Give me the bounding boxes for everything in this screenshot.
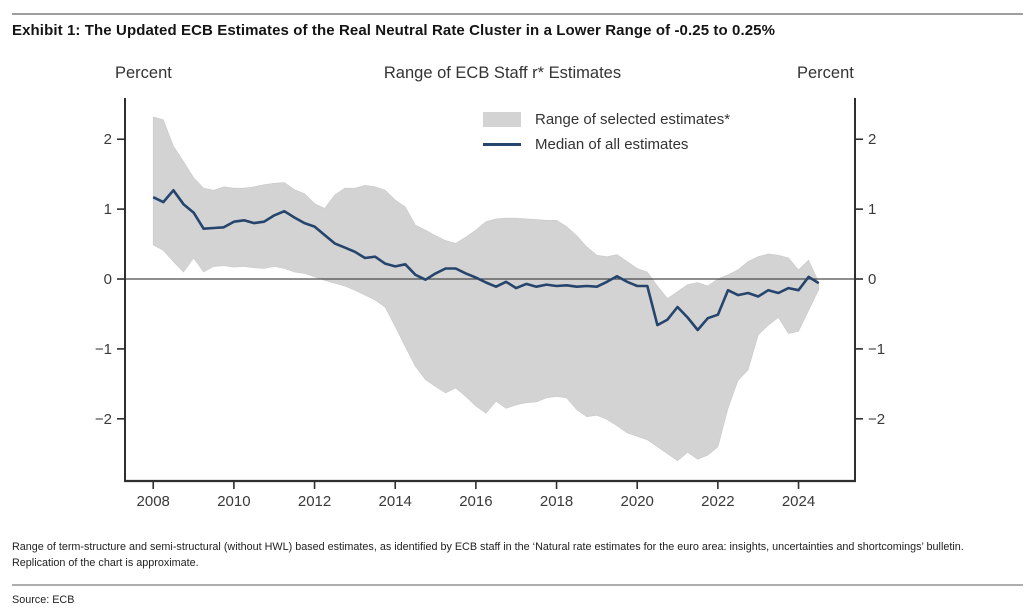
median-line-swatch <box>483 143 521 146</box>
x-tick-label: 2012 <box>298 493 331 510</box>
y-tick-label-left: −2 <box>95 411 112 428</box>
x-tick-label: 2008 <box>137 493 170 510</box>
y-tick-label-left: 1 <box>104 201 112 218</box>
x-tick-label: 2014 <box>379 493 412 510</box>
y-tick-label-left: 0 <box>104 271 112 288</box>
chart-title: Range of ECB Staff r* Estimates <box>383 64 622 82</box>
left-axis-caption: Percent <box>115 64 172 82</box>
y-tick-label-left: 2 <box>104 131 112 148</box>
top-divider <box>12 13 1023 15</box>
x-tick-label: 2022 <box>701 493 734 510</box>
x-tick-label: 2018 <box>540 493 573 510</box>
range-band-swatch <box>483 112 521 127</box>
y-tick-label-right: −2 <box>868 411 885 428</box>
chart-legend: Range of selected estimates* Median of a… <box>483 110 730 160</box>
y-tick-label-left: −1 <box>95 341 112 358</box>
x-tick-label: 2024 <box>782 493 815 510</box>
x-tick-label: 2016 <box>459 493 492 510</box>
x-tick-label: 2020 <box>621 493 654 510</box>
y-tick-label-right: 1 <box>868 201 876 218</box>
legend-label-range: Range of selected estimates* <box>535 111 731 128</box>
right-axis-caption: Percent <box>797 64 854 82</box>
y-tick-label-right: −1 <box>868 341 885 358</box>
legend-item-median: Median of all estimates <box>483 135 730 154</box>
footnote-line-2: Replication of the chart is approximate. <box>12 556 199 569</box>
footnote: Range of term-structure and semi-structu… <box>12 540 1025 571</box>
exhibit-title: Exhibit 1: The Updated ECB Estimates of … <box>12 22 776 39</box>
footnote-line-1: Range of term-structure and semi-structu… <box>12 541 964 553</box>
y-tick-label-right: 0 <box>868 271 876 288</box>
source-divider <box>12 584 1023 586</box>
median-line-path <box>152 189 820 332</box>
y-tick-label-right: 2 <box>868 131 876 148</box>
x-tick-label: 2010 <box>217 493 250 510</box>
range-band-area <box>152 116 819 462</box>
legend-item-range: Range of selected estimates* <box>483 110 730 129</box>
source-line: Source: ECB <box>12 594 75 606</box>
legend-label-median: Median of all estimates <box>535 136 689 153</box>
